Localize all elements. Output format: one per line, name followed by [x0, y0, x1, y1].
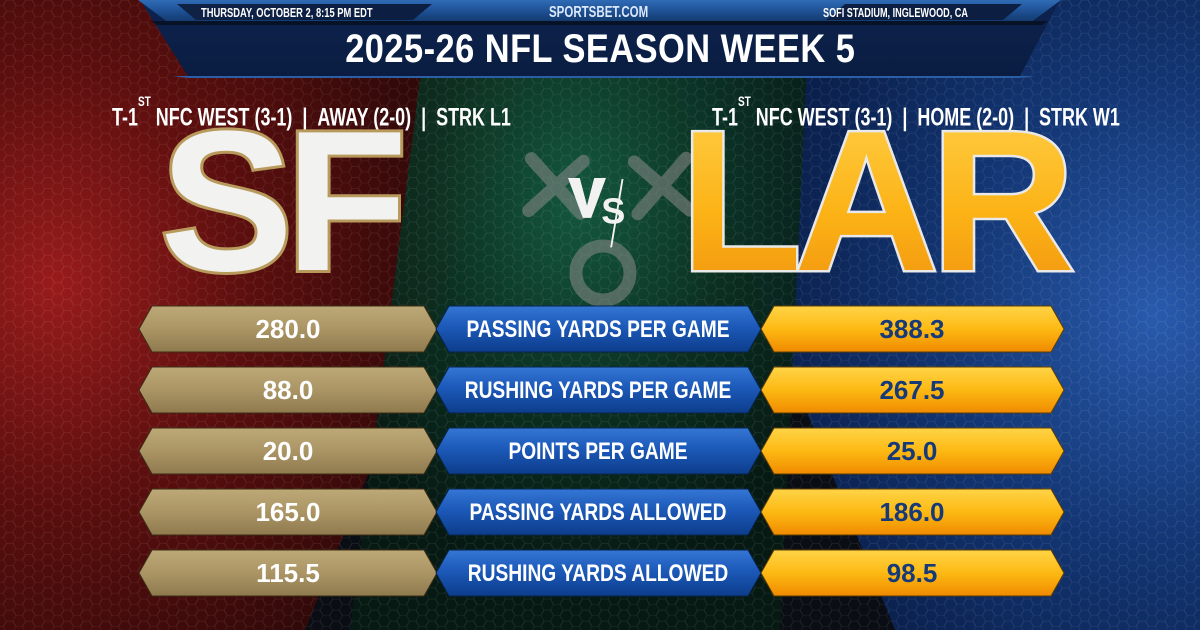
svg-text:PASSING YARDS PER GAME: PASSING YARDS PER GAME [466, 315, 729, 343]
svg-text:RUSHING YARDS PER GAME: RUSHING YARDS PER GAME [465, 376, 732, 404]
svg-text:115.5: 115.5 [256, 558, 320, 588]
svg-text:SF: SF [160, 90, 400, 313]
svg-text:280.0: 280.0 [255, 314, 320, 344]
svg-text:20.0: 20.0 [263, 436, 314, 466]
svg-text:LAR: LAR [680, 90, 1072, 313]
svg-text:98.5: 98.5 [887, 558, 938, 588]
svg-text:88.0: 88.0 [263, 375, 314, 405]
svg-text:267.5: 267.5 [879, 375, 944, 405]
svg-text:25.0: 25.0 [887, 436, 938, 466]
svg-text:388.3: 388.3 [879, 314, 944, 344]
svg-text:RUSHING YARDS ALLOWED: RUSHING YARDS ALLOWED [468, 559, 728, 587]
svg-text:165.0: 165.0 [255, 497, 320, 527]
svg-text:186.0: 186.0 [879, 497, 944, 527]
svg-text:POINTS PER GAME: POINTS PER GAME [508, 437, 687, 465]
svg-text:S: S [601, 191, 625, 232]
svg-text:PASSING YARDS ALLOWED: PASSING YARDS ALLOWED [470, 498, 727, 526]
